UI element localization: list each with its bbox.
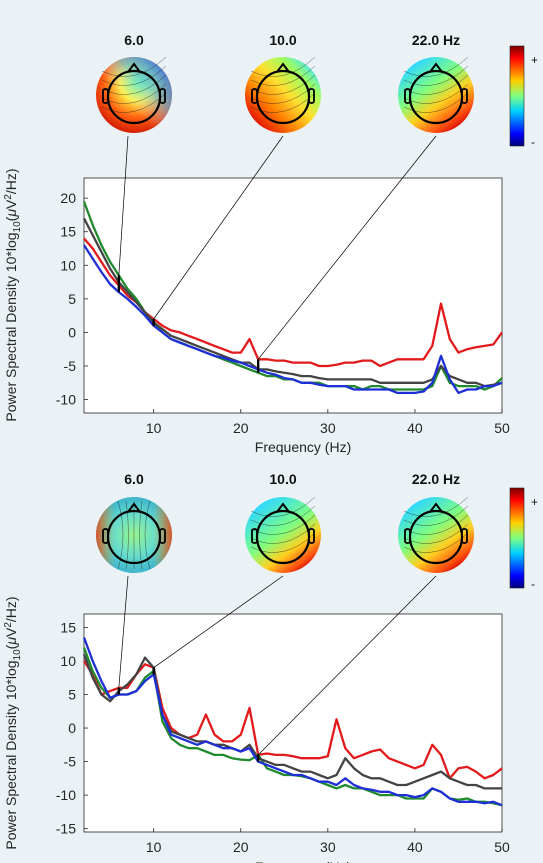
freq-connector	[257, 575, 437, 756]
y-axis-label: Power Spectral Density 10*log10(μV2/Hz)	[3, 168, 23, 421]
x-tick-label: 10	[146, 420, 162, 436]
colorbar-gradient	[509, 487, 525, 589]
nose-icon	[127, 502, 141, 513]
right-ear-icon	[308, 528, 315, 544]
x-tick-label: 40	[407, 420, 423, 436]
topoplot	[245, 496, 321, 573]
y-tick-label: 0	[68, 720, 76, 736]
chart-panel-top: -10 -5 0 5 10 15 20 10 20 30 40 50 Frequency (Hz) Pow…	[3, 32, 538, 455]
topo-label: 22.0 Hz	[412, 471, 460, 487]
x-tick-label: 50	[494, 420, 510, 436]
topo-contour	[403, 56, 469, 77]
x-tick-label: 10	[146, 839, 162, 855]
topo-contour	[403, 65, 469, 86]
topo-contour	[250, 505, 316, 526]
topo-label: 10.0	[269, 471, 296, 487]
y-tick-label: 20	[60, 190, 76, 206]
y-tick-label: 15	[60, 224, 76, 240]
topo-contour	[144, 500, 151, 570]
x-tick-label: 50	[494, 839, 510, 855]
right-ear-icon	[308, 88, 315, 104]
y-tick-label: 10	[60, 257, 76, 273]
nose-icon	[276, 62, 290, 73]
freq-connector	[153, 135, 284, 320]
nose-icon	[429, 62, 443, 73]
topo-contour	[101, 65, 167, 86]
topo-contour	[250, 56, 316, 77]
y-tick-label: -10	[56, 787, 76, 803]
colorbar-gradient	[509, 45, 525, 147]
colorbar-max-label: +	[531, 495, 538, 509]
series-line-4	[82, 637, 503, 807]
y-tick-label: -15	[56, 821, 76, 837]
left-ear-icon	[404, 88, 411, 104]
y-tick-label: 5	[68, 291, 76, 307]
y-tick-label: 10	[60, 653, 76, 669]
y-tick-label: -5	[64, 754, 77, 770]
topo-label: 6.0	[124, 32, 144, 48]
y-tick-label: 0	[68, 324, 76, 340]
x-tick-label: 40	[407, 839, 423, 855]
colorbar-min-label: -	[531, 135, 535, 149]
left-ear-icon	[251, 528, 258, 544]
topo-label: 10.0	[269, 32, 296, 48]
y-axis-label: Power Spectral Density 10*log10(μV2/Hz)	[3, 596, 23, 849]
topo-contour	[403, 505, 469, 526]
left-ear-icon	[102, 88, 109, 104]
y-tick-label: 5	[68, 686, 76, 702]
colorbar: +-	[509, 487, 538, 591]
topo-label: 22.0 Hz	[412, 32, 460, 48]
topoplot	[398, 496, 474, 573]
nose-icon	[127, 62, 141, 73]
x-tick-label: 30	[320, 420, 336, 436]
left-ear-icon	[251, 88, 258, 104]
nose-icon	[276, 502, 290, 513]
topo-contour	[101, 56, 167, 77]
topoplot	[96, 56, 172, 133]
y-tick-label: 15	[60, 619, 76, 635]
x-axis-label: Frequency (Hz)	[255, 439, 351, 455]
x-axis-label: Frequency (Hz)	[255, 859, 351, 863]
freq-connector	[257, 135, 437, 360]
topo-contour	[403, 496, 469, 517]
topoplot	[96, 497, 172, 573]
right-ear-icon	[461, 88, 468, 104]
left-ear-icon	[404, 528, 411, 544]
x-tick-label: 20	[233, 420, 249, 436]
right-ear-icon	[159, 528, 166, 544]
topoplot	[245, 56, 321, 133]
chart-panel-bottom: -15 -10 -5 0 5 10 15 10 20 30 40 50 Frequency (Hz) Po…	[3, 471, 538, 863]
x-tick-label: 30	[320, 839, 336, 855]
left-ear-icon	[102, 528, 109, 544]
x-tick-label: 20	[233, 839, 249, 855]
colorbar-max-label: +	[531, 53, 538, 67]
freq-connector	[118, 575, 129, 688]
right-ear-icon	[159, 88, 166, 104]
freq-connector	[153, 575, 284, 668]
colorbar-min-label: -	[531, 577, 535, 591]
plot-area	[83, 613, 503, 833]
y-tick-label: -5	[64, 358, 77, 374]
nose-icon	[429, 502, 443, 513]
y-tick-label: -10	[56, 392, 76, 408]
colorbar: +-	[509, 45, 538, 149]
topo-contour	[117, 500, 124, 570]
right-ear-icon	[461, 528, 468, 544]
topo-label: 6.0	[124, 471, 144, 487]
plot-area	[83, 177, 503, 414]
topoplot	[398, 56, 474, 133]
freq-connector	[118, 135, 129, 276]
topo-contour	[250, 65, 316, 86]
topo-contour	[250, 496, 316, 517]
